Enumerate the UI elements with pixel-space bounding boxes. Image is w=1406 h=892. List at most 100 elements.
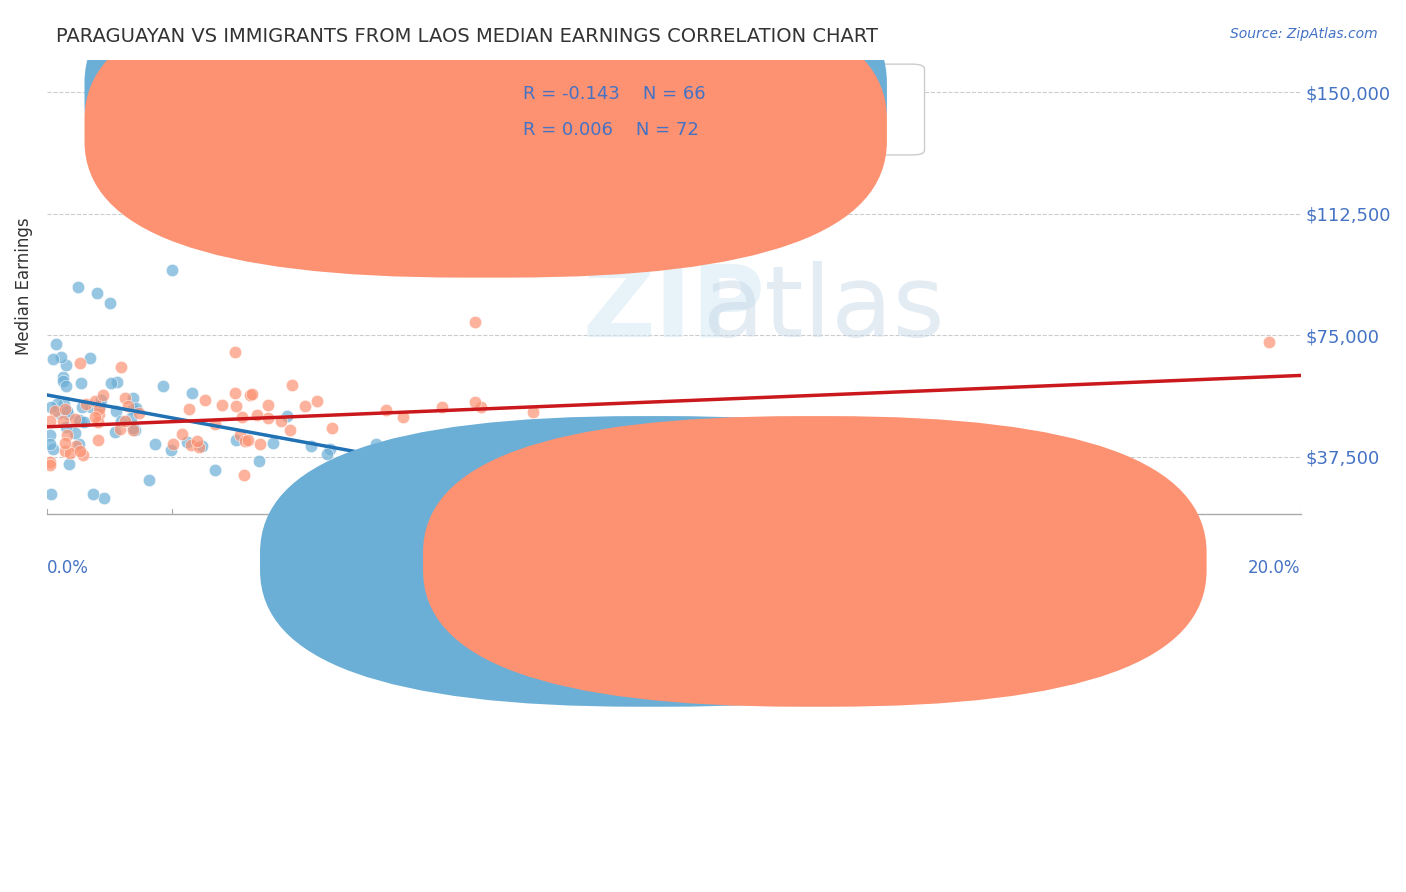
Point [834,416,856,430]
Point [364,484,387,499]
Point [121,421,143,435]
Point [464,395,486,409]
Point [110,360,132,375]
Point [194,393,217,408]
Point [191,439,214,453]
Point [159,443,181,458]
Point [315,447,337,461]
Point [125,401,148,415]
Point [75,397,97,411]
Point [225,399,247,413]
Point [353,460,375,475]
Point [39,428,62,442]
Point [204,417,226,432]
Point [522,405,544,419]
Text: ZIP: ZIP [582,260,765,358]
Text: Paraguayans: Paraguayans [673,559,787,574]
Point [235,434,257,449]
Text: 0.0%: 0.0% [46,559,89,577]
Point [391,410,413,425]
Point [110,414,132,428]
Point [73,415,96,429]
Point [84,393,107,408]
Point [229,428,252,442]
Point [180,386,202,401]
Point [120,411,142,425]
Point [239,388,262,402]
Point [177,402,200,417]
Point [211,398,233,412]
Text: Source: ZipAtlas.com: Source: ZipAtlas.com [1230,27,1378,41]
FancyBboxPatch shape [260,416,1043,706]
Point [53,443,76,458]
Point [124,424,146,438]
Point [238,433,260,447]
Point [89,399,111,413]
Point [1258,334,1281,349]
Point [321,421,343,435]
Point [186,434,208,448]
Point [117,399,139,413]
Point [204,463,226,477]
Point [63,426,86,441]
Point [91,387,114,401]
Point [162,263,184,277]
Point [270,414,292,428]
Point [305,393,328,408]
Point [246,408,269,422]
Point [87,402,110,417]
Point [41,487,63,501]
Point [122,423,145,437]
Point [375,402,398,417]
FancyBboxPatch shape [423,64,925,155]
Point [39,414,62,428]
Point [152,378,174,392]
Point [114,391,136,405]
Point [366,437,388,451]
Point [356,450,378,465]
Y-axis label: Median Earnings: Median Earnings [15,218,32,356]
Point [58,445,80,459]
Point [63,412,86,426]
Point [294,399,316,413]
Point [224,344,246,359]
Point [70,400,93,414]
FancyBboxPatch shape [84,0,887,241]
Point [56,404,79,418]
Point [87,433,110,447]
Point [39,458,62,472]
Point [138,473,160,487]
Point [67,436,90,450]
Point [231,409,253,424]
Text: 20.0%: 20.0% [1249,559,1301,577]
Point [56,407,79,421]
Text: R = 0.006    N = 72: R = 0.006 N = 72 [523,121,699,139]
Point [65,439,87,453]
Point [52,374,75,388]
Point [430,401,453,415]
Point [104,403,127,417]
Point [52,370,75,384]
Point [276,409,298,423]
Point [108,421,131,435]
Point [49,351,72,365]
Point [180,438,202,452]
Point [170,427,193,442]
Point [446,434,468,449]
Point [143,437,166,451]
Point [105,375,128,389]
Point [56,428,79,442]
Point [70,376,93,390]
Text: atlas: atlas [703,260,945,358]
Point [58,458,80,472]
Point [48,406,70,420]
Point [233,467,256,482]
Point [41,442,63,457]
Point [555,437,578,451]
Point [281,377,304,392]
Point [69,443,91,458]
Point [45,397,67,411]
Point [98,296,121,310]
Point [82,487,104,501]
Point [70,414,93,428]
